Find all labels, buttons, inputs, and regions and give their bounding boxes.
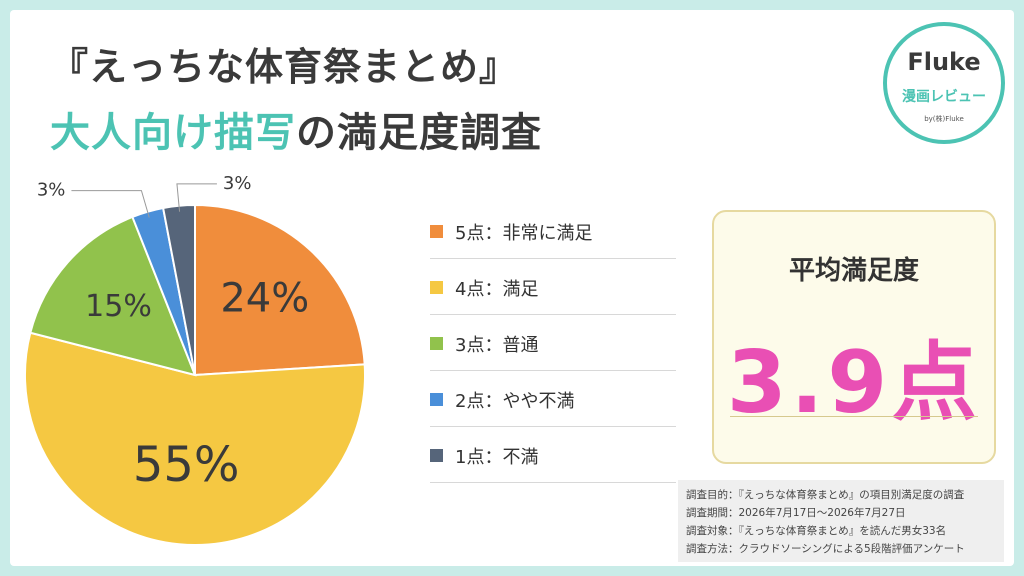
legend-item-1: 1点：不満 bbox=[430, 429, 676, 483]
legend-label-4: 4点：満足 bbox=[455, 278, 539, 300]
legend-label-3: 3点：普通 bbox=[455, 334, 539, 356]
pie-chart: 24% 55% 15% 3% 3% bbox=[24, 173, 366, 546]
average-title: 平均満足度 bbox=[788, 256, 919, 286]
average-underline bbox=[730, 416, 978, 417]
title-line-2: 大人向け描写の満足度調査 bbox=[50, 100, 542, 158]
legend: 5点：非常に満足 4点：満足 3点：普通 2点：やや不満 1点：不満 bbox=[430, 205, 676, 485]
logo-name: Fluke bbox=[907, 48, 981, 76]
average-value: 3.9点 bbox=[726, 333, 982, 433]
legend-item-4: 4点：満足 bbox=[430, 261, 676, 315]
pie-slice-4 bbox=[24, 331, 366, 546]
pie-slice-3 bbox=[29, 215, 197, 377]
pie-label-5: 24% bbox=[220, 276, 309, 322]
title-accent: 大人向け描写 bbox=[50, 110, 296, 156]
legend-label-5: 5点：非常に満足 bbox=[455, 222, 593, 244]
note-purpose: 調査目的：『えっちな体育祭まとめ』の項目別満足度の調査 bbox=[686, 489, 965, 501]
logo-by: by(株)Fluke bbox=[924, 115, 964, 123]
legend-swatch-5 bbox=[430, 225, 443, 238]
note-period: 調査期間：2026年7月17日〜2026年7月27日 bbox=[686, 507, 906, 519]
pie-label-4: 55% bbox=[133, 437, 240, 493]
legend-label-2: 2点：やや不満 bbox=[455, 390, 575, 412]
average-box: 平均満足度 3.9点 bbox=[712, 210, 996, 464]
legend-swatch-3 bbox=[430, 337, 443, 350]
logo-subtitle: 漫画レビュー bbox=[902, 89, 986, 105]
legend-swatch-4 bbox=[430, 281, 443, 294]
pie-leader-1 bbox=[176, 183, 217, 212]
pie-leader-2 bbox=[71, 190, 150, 218]
legend-swatch-1 bbox=[430, 449, 443, 462]
survey-notes: 調査目的：『えっちな体育祭まとめ』の項目別満足度の調査 調査期間：2026年7月… bbox=[678, 480, 1004, 562]
pie-slice-5 bbox=[194, 203, 366, 377]
legend-swatch-2 bbox=[430, 393, 443, 406]
infographic-card: 『えっちな体育祭まとめ』 大人向け描写の満足度調査 Fluke 漫画レビュー b… bbox=[10, 10, 1014, 566]
legend-item-2: 2点：やや不満 bbox=[430, 373, 676, 427]
legend-item-3: 3点：普通 bbox=[430, 317, 676, 371]
pie-label-3: 15% bbox=[85, 289, 152, 324]
title-rest: の満足度調査 bbox=[296, 110, 542, 156]
pie-label-2: 3% bbox=[37, 180, 66, 201]
pie-label-1: 3% bbox=[223, 173, 252, 194]
note-target: 調査対象：『えっちな体育祭まとめ』を読んだ男女33名 bbox=[686, 525, 947, 537]
legend-item-5: 5点：非常に満足 bbox=[430, 205, 676, 259]
note-method: 調査方法：クラウドソーシングによる5段階評価アンケート bbox=[686, 543, 965, 555]
legend-label-1: 1点：不満 bbox=[455, 446, 539, 468]
fluke-logo: Fluke 漫画レビュー by(株)Fluke bbox=[883, 22, 1005, 144]
title-line-1: 『えっちな体育祭まとめ』 bbox=[50, 45, 519, 89]
